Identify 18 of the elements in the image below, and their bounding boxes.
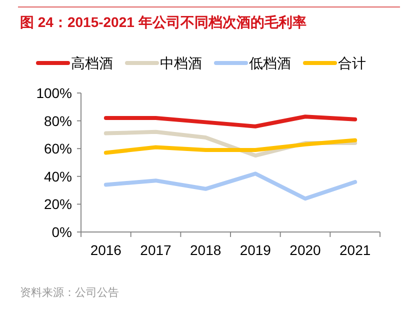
x-tick-label: 2020 — [290, 242, 322, 258]
x-tick-label: 2021 — [340, 242, 371, 258]
legend-label: 高档酒 — [71, 55, 113, 71]
y-tick-label: 100% — [36, 85, 72, 101]
y-tick-label: 0% — [52, 224, 72, 240]
legend-label: 合计 — [338, 55, 366, 71]
y-tick-label: 20% — [44, 196, 72, 212]
y-tick-label: 60% — [44, 140, 72, 157]
chart-title: 图 24：2015-2021 年公司不同档次酒的毛利率 — [20, 14, 306, 30]
y-tick-label: 80% — [44, 112, 72, 129]
x-tick-label: 2017 — [140, 242, 172, 258]
x-tick-label: 2016 — [90, 242, 122, 258]
x-tick-label: 2018 — [190, 242, 222, 258]
y-tick-label: 40% — [44, 168, 72, 184]
legend-label: 中档酒 — [160, 55, 202, 71]
x-tick-label: 2019 — [240, 242, 272, 258]
text: 资料来源：公司公告 — [20, 286, 119, 299]
legend-label: 低档酒 — [249, 55, 291, 71]
